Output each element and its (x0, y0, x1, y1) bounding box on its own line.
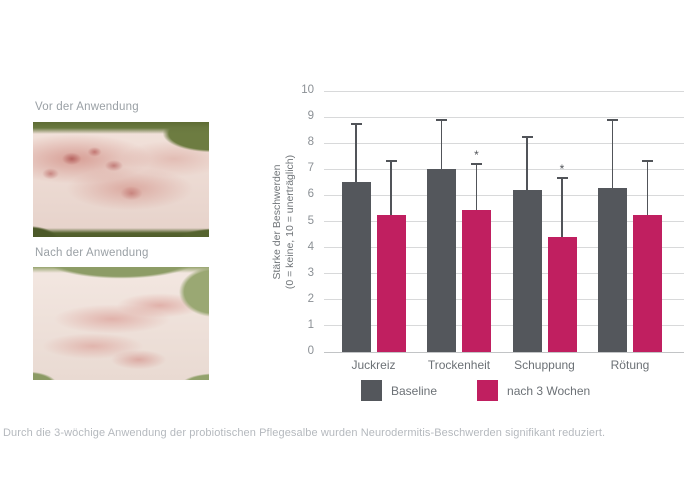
x-axis-tick-labels: Juckreiz Trockenheit Schuppung Rötung (324, 358, 684, 374)
gridline-4 (324, 247, 684, 249)
gridline-1 (324, 325, 684, 327)
gridline-5 (324, 221, 684, 222)
before-photo-label: Vor der Anwendung (35, 101, 139, 113)
after-photo-label: Nach der Anwendung (35, 247, 149, 259)
y-tick-label-6: 6 (307, 188, 314, 201)
y-tick-label-5: 5 (307, 214, 314, 227)
x-tick-label-juckreiz: Juckreiz (351, 358, 396, 372)
gridline-10 (324, 90, 684, 92)
before-photo (33, 122, 209, 237)
y-tick-label-7: 7 (307, 162, 314, 175)
error-bar-line (355, 123, 357, 183)
bar-baseline-rötung (598, 187, 627, 352)
chart-legend: Baseline nach 3 Wochen (361, 380, 590, 401)
legend-swatch (361, 380, 382, 401)
bar-baseline-schuppung (512, 190, 542, 352)
gridline-3 (324, 273, 684, 275)
error-bar-line (440, 119, 443, 170)
legend-label: Baseline (391, 383, 438, 398)
error-bar-cap (471, 163, 482, 166)
error-bar-line (611, 119, 614, 188)
error-bar-cap (521, 135, 533, 138)
error-bar-line (646, 161, 649, 215)
y-tick-label-3: 3 (307, 266, 314, 279)
x-tick-label-trockenheit: Trockenheit (427, 358, 491, 372)
legend-item-baseline: Baseline (361, 380, 437, 401)
significance-star: * (474, 148, 479, 163)
gridline-9 (324, 116, 684, 118)
error-bar-line (526, 136, 528, 191)
y-tick-label-2: 2 (307, 292, 314, 305)
y-tick-label-4: 4 (307, 240, 314, 253)
error-bar-cap (436, 118, 447, 121)
y-axis-title-line1: Stärke der Beschwerden (271, 164, 283, 280)
legend-item-nach-3-wochen: nach 3 Wochen (477, 380, 590, 401)
legend-label: nach 3 Wochen (507, 383, 591, 398)
bar-nach-3-wochen-juckreiz (376, 214, 406, 352)
gridline-2 (324, 299, 684, 301)
error-bar-cap (556, 177, 568, 180)
after-photo (33, 267, 209, 380)
error-bar-cap (350, 122, 362, 125)
significance-star: * (559, 162, 565, 177)
bar-baseline-juckreiz (341, 182, 371, 352)
error-bar-line (475, 164, 478, 210)
gridline-8 (324, 142, 684, 144)
gridline-0 (324, 351, 684, 353)
plot-area: * * (324, 90, 684, 353)
error-bar-cap (607, 118, 618, 121)
error-bar-cap (385, 160, 397, 163)
bar-baseline-trockenheit (427, 169, 456, 352)
legend-swatch (477, 380, 499, 401)
error-bar-cap (642, 160, 653, 163)
y-axis-tick-labels: 0 1 2 3 4 5 6 7 8 9 10 (288, 84, 318, 357)
figure-caption: Durch die 3-wöchige Anwendung der probio… (3, 427, 606, 439)
y-tick-label-8: 8 (307, 136, 314, 149)
gridline-7 (324, 168, 684, 170)
bar-nach-3-wochen-trockenheit (462, 209, 491, 352)
gridline-6 (324, 194, 684, 196)
bar-nach-3-wochen-rötung (633, 214, 662, 352)
bar-nach-3-wochen-schuppung (547, 237, 577, 352)
y-tick-label-0: 0 (307, 345, 314, 357)
y-tick-label-1: 1 (307, 318, 314, 331)
x-tick-label-schuppung: Schuppung (514, 358, 575, 372)
x-tick-label-rötung: Rötung (610, 358, 650, 372)
error-bar-line (561, 178, 563, 238)
error-bar-line (390, 161, 392, 215)
y-tick-label-9: 9 (307, 110, 314, 123)
y-tick-label-10: 10 (301, 84, 314, 96)
